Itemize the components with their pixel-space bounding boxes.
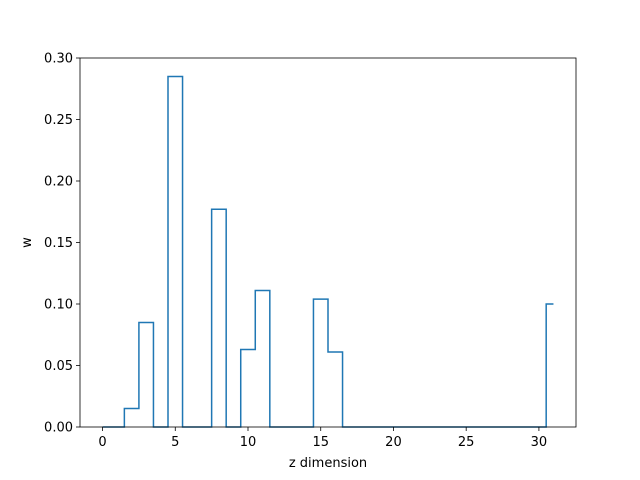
x-tick-label: 10 xyxy=(240,435,257,450)
x-tick-label: 5 xyxy=(171,435,179,450)
x-axis-label: z dimension xyxy=(289,456,367,471)
x-tick-label: 30 xyxy=(531,435,548,450)
y-tick-label: 0.30 xyxy=(44,52,73,67)
y-axis-label: w xyxy=(20,237,35,248)
x-tick-label: 20 xyxy=(385,435,402,450)
y-tick-label: 0.20 xyxy=(44,175,73,190)
y-tick-label: 0.25 xyxy=(44,113,73,128)
y-axis-ticks: 0.00 0.05 0.10 0.15 0.20 0.25 0.30 xyxy=(44,52,80,436)
y-tick-label: 0.05 xyxy=(44,359,73,374)
x-tick-label: 0 xyxy=(98,435,106,450)
x-tick-label: 15 xyxy=(312,435,329,450)
x-tick-label: 25 xyxy=(458,435,475,450)
x-axis-ticks: 0 5 10 15 20 25 30 xyxy=(98,427,547,450)
y-tick-label: 0.10 xyxy=(44,298,73,313)
y-tick-label: 0.00 xyxy=(44,421,73,436)
y-tick-label: 0.15 xyxy=(44,236,73,251)
